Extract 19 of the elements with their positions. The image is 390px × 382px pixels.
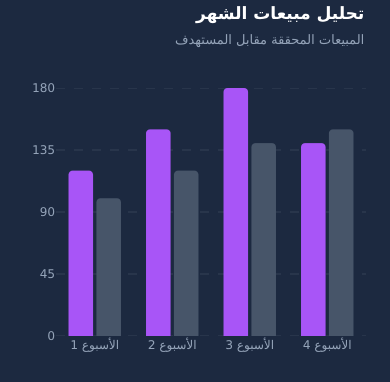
x-tick-label: الأسبوع 1 (70, 337, 120, 352)
bar (96, 198, 121, 336)
bar (251, 143, 276, 336)
y-tick-label: 135 (32, 143, 55, 158)
bar (301, 143, 326, 336)
bar (328, 129, 354, 336)
x-tick-label: الأسبوع 2 (148, 337, 197, 352)
chart-subtitle: المبيعات المحققة مقابل المستهدف (175, 33, 364, 48)
bar (68, 170, 94, 336)
bar (174, 170, 198, 336)
x-tick-label: الأسبوع 3 (225, 337, 274, 352)
y-tick-label: 90 (40, 205, 55, 220)
y-tick-label: 0 (47, 329, 55, 344)
bar (146, 129, 171, 336)
chart-title: تحليل مبيعات الشهر (195, 4, 364, 24)
x-tick-label: الأسبوع 4 (302, 337, 352, 352)
y-tick-label: 180 (32, 81, 55, 96)
bar (224, 88, 248, 336)
y-tick-label: 45 (40, 267, 55, 282)
